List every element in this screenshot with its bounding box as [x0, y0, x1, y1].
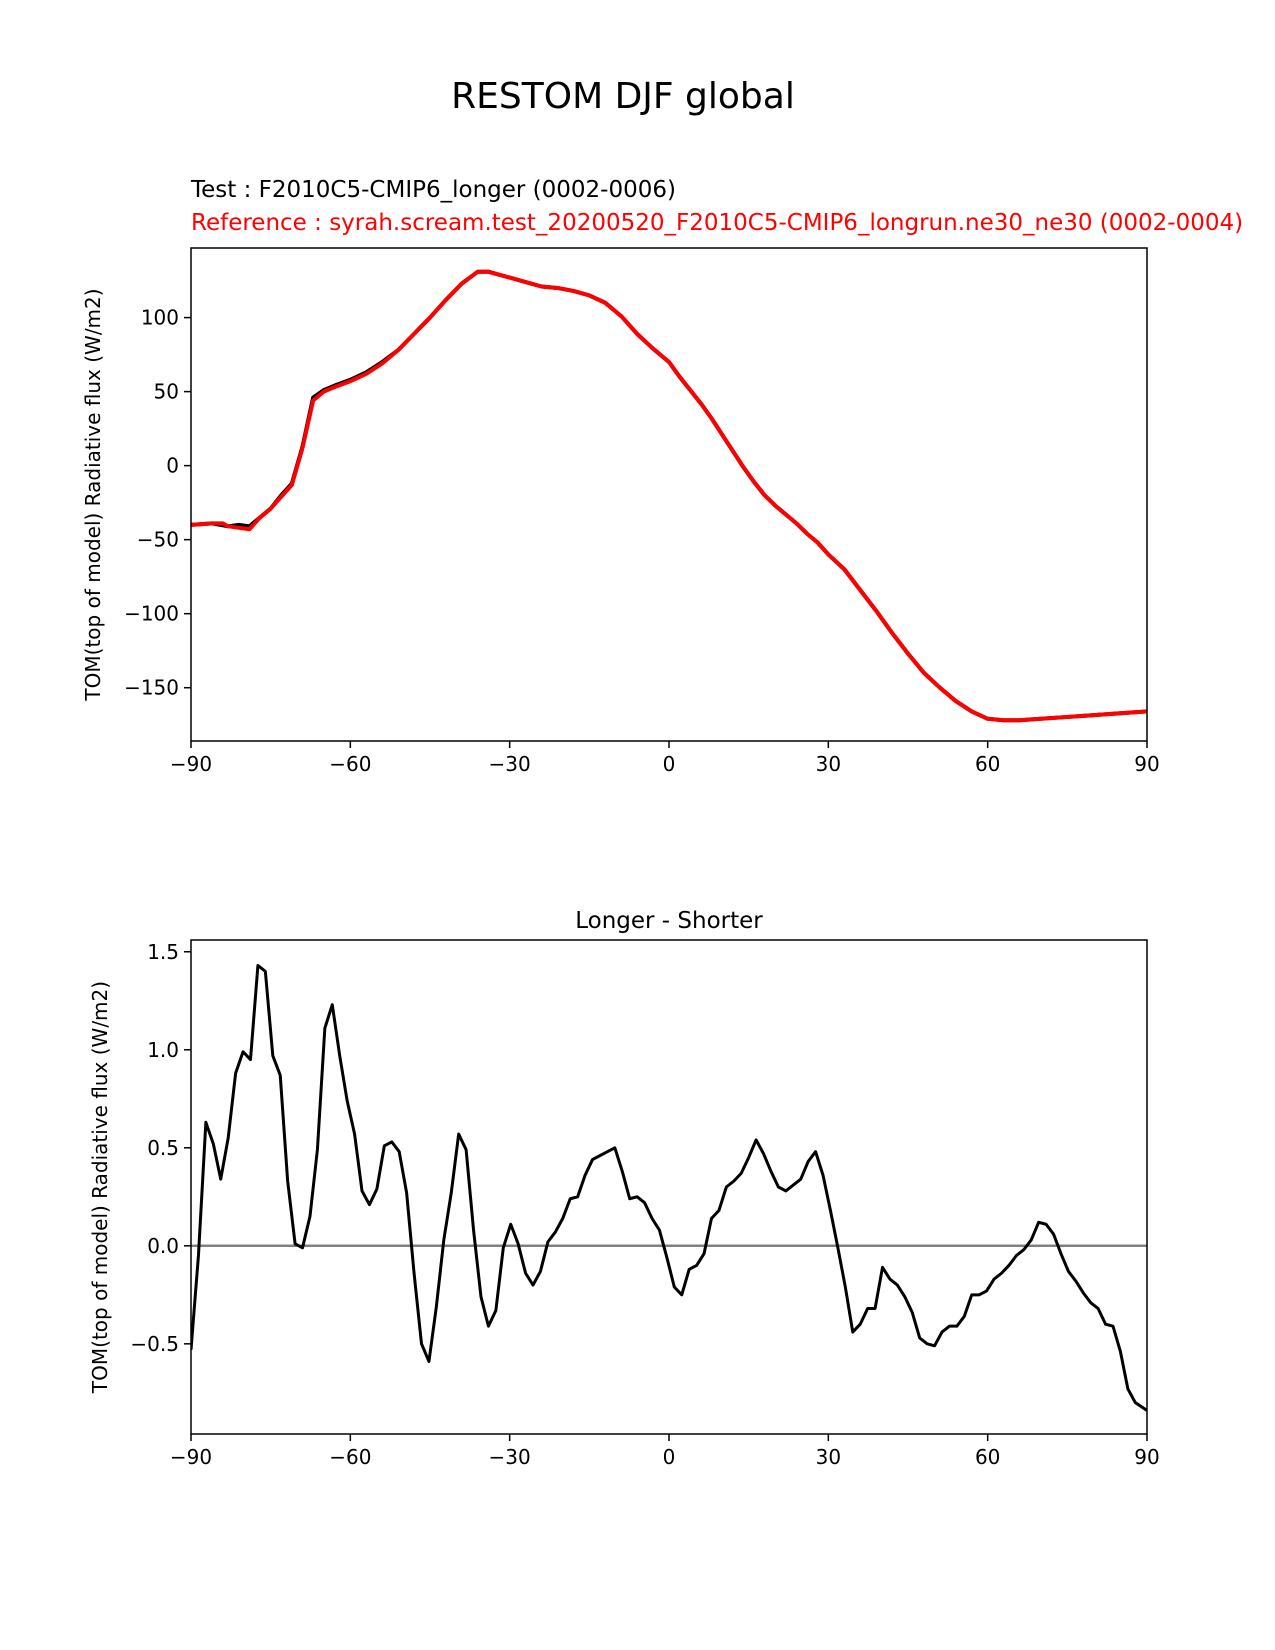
- x-tick-label: −60: [329, 1445, 371, 1469]
- x-tick-label: −90: [170, 1445, 212, 1469]
- y-tick-label: −0.5: [130, 1332, 179, 1356]
- top-chart: −90 −60 −30 0 30 60 90 −150 −100 −50 0 50 100 TOM(top…: [81, 247, 1160, 776]
- y-axis-label: TOM(top of model) Radiative flux (W/m2): [81, 288, 105, 701]
- y-tick-label: 1.0: [147, 1038, 179, 1062]
- y-tick-label: −50: [137, 528, 179, 552]
- x-tick-label: −30: [489, 1445, 531, 1469]
- bottom-chart: Longer - Shorter −90 −60 −30 0 30 60 90 −0.5 0.0 0…: [88, 908, 1160, 1469]
- reference-label: Reference : syrah.scream.test_20200520_F…: [191, 210, 1243, 236]
- x-tick-label: 30: [816, 752, 841, 776]
- x-tick-label: 0: [663, 1445, 676, 1469]
- y-tick-label: −150: [124, 676, 179, 700]
- x-tick-label: −90: [170, 752, 212, 776]
- x-tick-label: 90: [1134, 752, 1159, 776]
- chart-title: Longer - Shorter: [575, 908, 763, 934]
- figure-title: RESTOM DJF global: [451, 76, 795, 117]
- x-tick-label: 0: [663, 752, 676, 776]
- x-tick-label: 30: [816, 1445, 841, 1469]
- x-tick-label: −30: [489, 752, 531, 776]
- y-tick-label: −100: [124, 602, 179, 626]
- y-tick-label: 0: [166, 454, 179, 478]
- y-tick-label: 100: [141, 306, 179, 330]
- axes-frame: [190, 247, 1148, 742]
- series-line-longer-shorter: [191, 963, 1147, 1412]
- y-axis-label: TOM(top of model) Radiative flux (W/m2): [88, 981, 112, 1394]
- x-tick-label: 90: [1134, 1445, 1159, 1469]
- x-tick-label: 60: [975, 752, 1000, 776]
- x-tick-label: −60: [329, 752, 371, 776]
- x-tick-label: 60: [975, 1445, 1000, 1469]
- y-tick-label: 50: [154, 380, 179, 404]
- y-tick-label: 0.0: [147, 1234, 179, 1258]
- y-tick-label: 0.5: [147, 1136, 179, 1160]
- test-label: Test : F2010C5-CMIP6_longer (0002-0006): [190, 177, 676, 203]
- series-line-reference: [191, 269, 1147, 723]
- series-line-test: [191, 269, 1147, 723]
- y-tick-label: 1.5: [147, 940, 179, 964]
